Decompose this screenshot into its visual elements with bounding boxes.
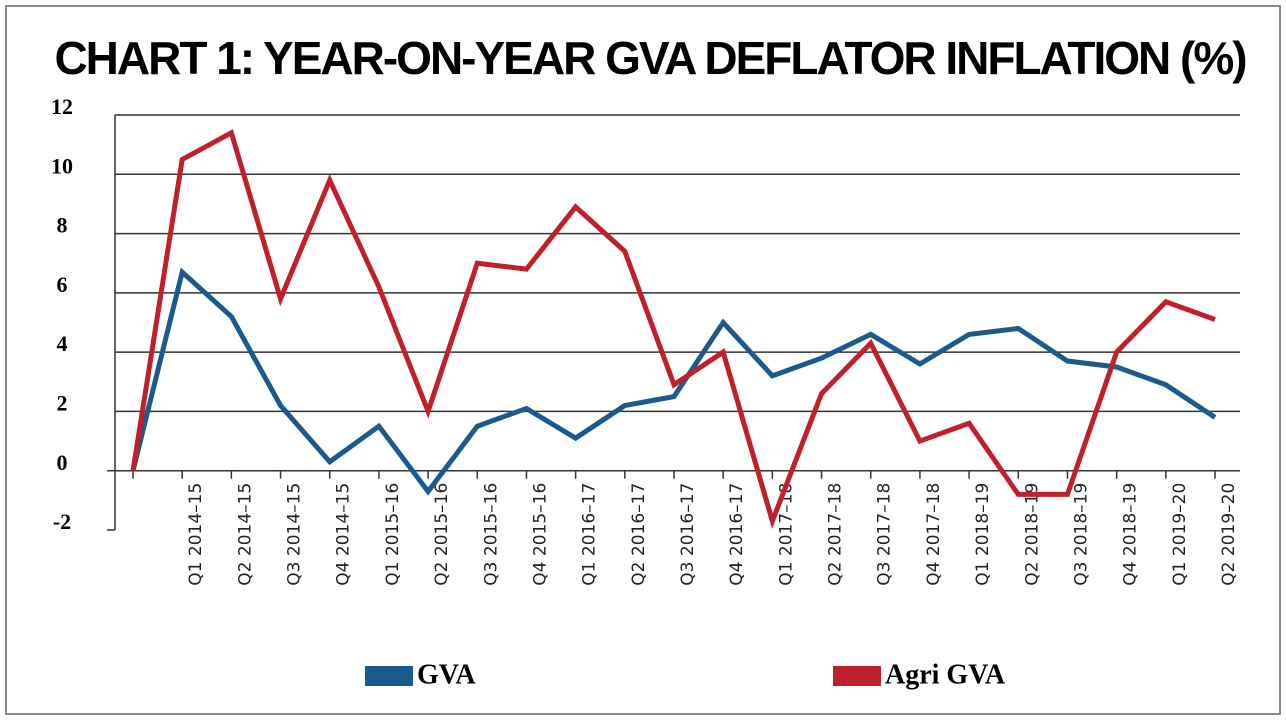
x-tick-label: Q3 2016–17 <box>678 483 698 586</box>
x-tick-label: Q2 2018–19 <box>1022 483 1042 586</box>
x-tick-label: Q2 2017–18 <box>826 483 846 586</box>
legend-swatch <box>833 666 881 686</box>
y-tick-label: 12 <box>51 94 73 119</box>
x-tick-label: Q1 2014–15 <box>186 483 206 586</box>
y-tick-label: 0 <box>57 450 68 475</box>
x-tick-label: Q2 2019–20 <box>1219 483 1239 586</box>
legend-swatch <box>365 666 413 686</box>
x-tick-label: Q2 2014–15 <box>235 483 255 586</box>
y-tick-label: 6 <box>57 272 68 297</box>
x-tick-label: Q3 2018–19 <box>1071 483 1091 586</box>
x-tick-label: Q1 2017–18 <box>776 483 796 586</box>
series-line <box>130 267 1217 496</box>
x-tick-label: Q4 2017–18 <box>924 483 944 586</box>
y-tick-label: 4 <box>57 331 68 356</box>
y-tick-label: 2 <box>57 390 68 415</box>
y-tick-label: -2 <box>53 509 71 534</box>
x-tick-label: Q4 2014–15 <box>334 483 354 586</box>
y-tick-label: 10 <box>51 153 73 178</box>
x-tick-label: Q3 2014–15 <box>285 483 305 586</box>
x-tick-label: Q3 2015–16 <box>481 483 501 586</box>
frame <box>5 5 1281 715</box>
x-tick-label: Q1 2016–17 <box>580 483 600 586</box>
x-tick-label: Q2 2016–17 <box>629 483 649 586</box>
x-tick-label: Q1 2018–19 <box>973 483 993 586</box>
x-tick-label: Q4 2015–16 <box>530 483 550 586</box>
chart-title: CHART 1: YEAR-ON-YEAR GVA DEFLATOR INFLA… <box>54 32 1246 84</box>
series-line <box>130 129 1216 529</box>
x-tick-label: Q3 2017–18 <box>875 483 895 586</box>
y-tick-label: 8 <box>57 213 68 238</box>
legend-label: Agri GVA <box>885 659 1006 690</box>
x-tick-label: Q4 2016–17 <box>727 483 747 586</box>
x-tick-label: Q4 2018–19 <box>1121 483 1141 586</box>
x-tick-label: Q1 2015–16 <box>383 483 403 586</box>
x-tick-label: Q2 2015–16 <box>432 483 452 586</box>
x-tick-label: Q1 2019–20 <box>1170 483 1190 586</box>
legend-label: GVA <box>417 659 476 690</box>
